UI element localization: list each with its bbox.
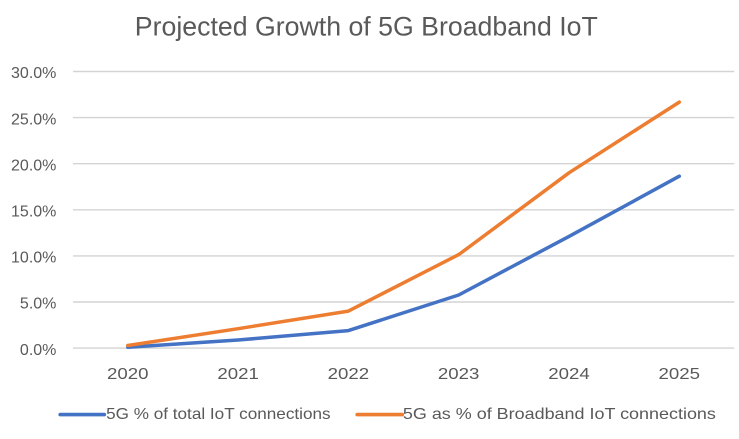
svg-text:2023: 2023 [438,366,480,383]
svg-text:2025: 2025 [659,366,701,383]
svg-text:20.0%: 20.0% [11,157,56,174]
svg-text:2021: 2021 [217,366,259,383]
svg-text:25.0%: 25.0% [11,111,56,128]
svg-text:5G as % of Broadband IoT conne: 5G as % of Broadband IoT connections [403,406,716,423]
svg-text:5.0%: 5.0% [20,296,56,313]
svg-text:0.0%: 0.0% [20,342,56,359]
svg-text:Projected Growth of 5G Broadba: Projected Growth of 5G Broadband IoT [135,12,598,42]
svg-text:5G % of total IoT connections: 5G % of total IoT connections [106,406,331,423]
svg-text:10.0%: 10.0% [11,250,56,267]
svg-text:15.0%: 15.0% [11,204,56,221]
svg-text:2020: 2020 [107,366,149,383]
svg-text:30.0%: 30.0% [11,65,56,82]
svg-text:2024: 2024 [548,366,590,383]
svg-text:2022: 2022 [328,366,370,383]
